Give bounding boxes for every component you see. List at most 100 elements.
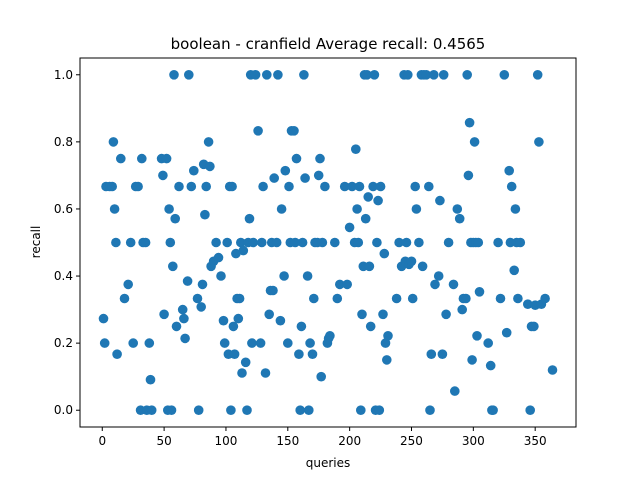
data-point <box>406 256 417 267</box>
data-point <box>354 181 365 192</box>
data-point <box>231 248 241 259</box>
data-point <box>356 405 366 416</box>
y-tick-label: 0.4 <box>54 269 73 283</box>
data-point <box>532 70 543 80</box>
data-point <box>237 368 247 378</box>
data-point <box>189 165 199 176</box>
data-point <box>196 302 206 312</box>
data-point <box>260 368 271 378</box>
data-point <box>186 181 197 192</box>
data-point <box>296 321 307 332</box>
data-point <box>159 309 169 320</box>
data-point <box>441 309 451 320</box>
data-point <box>258 181 268 192</box>
data-point <box>437 349 448 360</box>
data-point <box>164 204 174 214</box>
data-point <box>182 276 193 286</box>
data-point <box>269 173 280 183</box>
data-point <box>133 181 143 192</box>
data-point <box>144 338 155 348</box>
data-point <box>352 204 362 214</box>
data-point <box>462 70 473 80</box>
data-point <box>364 261 375 272</box>
data-point <box>353 237 364 248</box>
data-point <box>464 117 475 128</box>
data-point <box>98 313 109 324</box>
data-point <box>299 70 309 80</box>
x-tick-label: 50 <box>156 434 171 448</box>
data-point <box>429 70 439 80</box>
y-tick-label: 1.0 <box>54 68 73 82</box>
x-axis-label: queries <box>306 456 351 470</box>
data-point <box>391 293 402 304</box>
data-point <box>378 309 388 320</box>
data-point <box>443 237 454 248</box>
data-point <box>488 405 498 416</box>
data-point <box>262 70 272 80</box>
data-point <box>506 181 517 192</box>
data-point <box>169 70 179 80</box>
data-point <box>513 293 523 304</box>
data-point <box>547 365 558 375</box>
data-point <box>294 349 304 360</box>
data-point <box>112 349 122 360</box>
data-point <box>229 349 240 360</box>
data-point <box>368 181 378 192</box>
data-point <box>330 237 340 248</box>
data-point <box>268 285 278 296</box>
data-point <box>433 271 444 281</box>
data-point <box>137 153 147 164</box>
data-point <box>495 293 506 304</box>
data-point <box>177 304 188 315</box>
data-point <box>234 293 245 304</box>
data-point <box>510 204 521 214</box>
data-point <box>450 386 460 396</box>
data-point <box>145 374 156 385</box>
data-point <box>168 261 178 272</box>
data-point <box>307 349 318 360</box>
data-point <box>193 405 204 416</box>
data-point <box>493 237 503 248</box>
data-point <box>240 357 251 368</box>
data-point <box>290 237 301 248</box>
data-point <box>273 70 283 80</box>
data-point <box>302 271 313 281</box>
data-point <box>407 293 418 304</box>
data-point <box>485 360 496 371</box>
data-point <box>146 405 157 416</box>
data-point <box>467 355 477 365</box>
data-point <box>158 170 168 181</box>
data-point <box>523 299 533 310</box>
data-point <box>401 237 412 248</box>
data-point <box>107 181 117 192</box>
data-point <box>226 405 236 416</box>
y-axis-ticks: 0.0 0.2 0.4 0.6 0.8 1.0 <box>54 68 80 417</box>
data-point <box>332 293 343 304</box>
data-point <box>360 213 371 224</box>
data-point <box>325 331 335 341</box>
data-point <box>250 70 261 80</box>
data-point <box>280 165 291 176</box>
data-point <box>201 181 211 192</box>
data-point <box>504 165 514 176</box>
data-point <box>205 161 215 172</box>
data-point <box>339 181 350 192</box>
data-point <box>295 405 306 416</box>
data-point <box>483 338 494 348</box>
data-point <box>426 349 437 360</box>
data-point <box>365 321 376 332</box>
data-point <box>374 405 385 416</box>
data-point <box>161 153 172 164</box>
data-point <box>289 126 299 136</box>
data-point <box>283 338 293 348</box>
data-point <box>529 321 539 332</box>
data-point <box>515 237 526 248</box>
data-point <box>454 213 465 224</box>
data-point <box>369 70 380 80</box>
data-point <box>244 213 255 224</box>
data-point <box>211 237 221 248</box>
data-point <box>372 237 382 248</box>
data-point <box>357 309 367 320</box>
data-point <box>233 313 244 324</box>
x-tick-label: 350 <box>524 434 547 448</box>
